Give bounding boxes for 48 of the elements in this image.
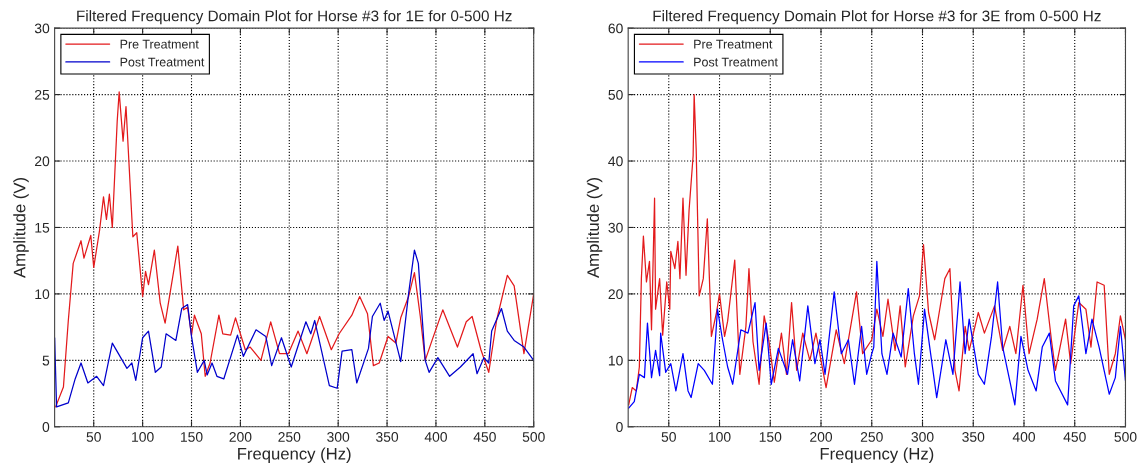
x-tick-label: 200 xyxy=(810,432,833,442)
x-tick-label: 300 xyxy=(911,432,934,442)
chart-title: Filtered Frequency Domain Plot for Horse #3 for 1E for 0-500 Hz xyxy=(77,10,512,25)
y-axis-title: Amplitude (V) xyxy=(586,178,603,278)
x-axis-title: Frequency (Hz) xyxy=(820,447,934,463)
x-tick-label: 350 xyxy=(962,432,985,442)
x-tick-label: 250 xyxy=(860,432,883,442)
y-tick-label: 10 xyxy=(608,355,623,366)
legend-label: Post Treatment xyxy=(694,57,778,67)
legend-label: Pre Treatment xyxy=(694,39,773,49)
y-tick-label: 50 xyxy=(608,89,623,100)
y-tick-label: 30 xyxy=(608,222,623,233)
legend-label: Post Treatment xyxy=(120,57,205,67)
chart-title: Filtered Frequency Domain Plot for Horse #3 for 3E from 0-500 Hz xyxy=(653,10,1101,25)
y-tick-label: 0 xyxy=(42,422,50,432)
y-tick-label: 5 xyxy=(42,355,50,366)
x-tick-label: 100 xyxy=(132,432,154,442)
line-series xyxy=(54,91,534,408)
y-tick-label: 10 xyxy=(35,289,50,300)
y-tick-label: 60 xyxy=(608,23,623,34)
y-tick-label: 30 xyxy=(34,23,50,34)
y-tick-label: 40 xyxy=(608,156,623,167)
y-tick-label: 25 xyxy=(35,89,50,100)
legend-label: Pre Treatment xyxy=(120,39,199,49)
x-tick-label: 250 xyxy=(278,432,301,442)
x-tick-label: 150 xyxy=(180,432,203,442)
x-tick-label: 500 xyxy=(1114,432,1137,442)
x-tick-label: 500 xyxy=(522,432,545,442)
y-axis-title: Amplitude (V) xyxy=(13,178,29,278)
line-series xyxy=(628,260,1126,409)
y-tick-label: 20 xyxy=(608,289,623,300)
line-series xyxy=(628,93,1126,406)
y-tick-label: 0 xyxy=(616,422,623,432)
x-tick-label: 450 xyxy=(473,432,496,442)
x-tick-label: 50 xyxy=(86,432,101,442)
x-axis-title: Frequency (Hz) xyxy=(238,447,351,463)
x-tick-label: 350 xyxy=(376,432,399,442)
x-tick-label: 200 xyxy=(229,432,252,442)
x-tick-label: 50 xyxy=(661,432,676,442)
x-tick-label: 400 xyxy=(424,432,447,442)
x-tick-label: 300 xyxy=(327,432,350,442)
x-tick-label: 100 xyxy=(708,432,731,442)
x-tick-label: 400 xyxy=(1012,432,1036,442)
x-tick-label: 450 xyxy=(1063,432,1086,442)
x-tick-label: 150 xyxy=(759,432,782,442)
y-tick-label: 15 xyxy=(35,222,50,233)
y-tick-label: 20 xyxy=(35,156,50,167)
line-series xyxy=(54,249,534,408)
